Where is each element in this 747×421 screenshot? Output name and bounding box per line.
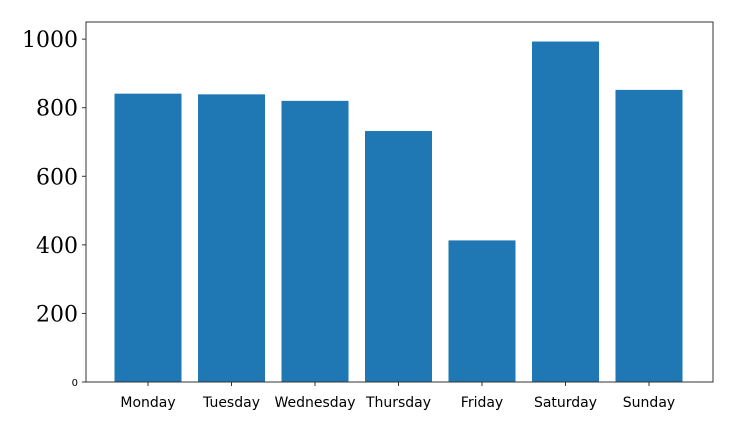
- y-tick-label: 600: [36, 165, 78, 190]
- y-tick-label: 1000: [22, 28, 78, 53]
- bars-group: [114, 41, 683, 383]
- bar-sunday: [615, 89, 683, 382]
- x-tick-label: Thursday: [365, 395, 431, 411]
- bar-friday: [448, 240, 516, 382]
- plot-frame: [85, 21, 714, 383]
- bar-tuesday: [198, 94, 265, 382]
- x-tick-label: Saturday: [534, 395, 597, 411]
- x-tick-label: Tuesday: [202, 395, 260, 411]
- bar-wednesday: [281, 100, 349, 383]
- y-tick-label: 0: [72, 378, 78, 389]
- y-axis: 0 200 400 600 800 1000: [22, 28, 86, 389]
- bar-saturday: [532, 41, 599, 382]
- x-axis: Monday Tuesday Wednesday Thursday Friday Satu…: [120, 382, 675, 411]
- bar-monday: [114, 93, 182, 382]
- x-tick-label: Friday: [461, 395, 503, 411]
- y-tick-label: 200: [36, 302, 78, 327]
- bar-thursday: [365, 131, 432, 382]
- x-tick-label: Wednesday: [274, 395, 355, 411]
- x-tick-label: Sunday: [623, 395, 675, 411]
- y-tick-label: 800: [36, 97, 78, 122]
- y-tick-label: 400: [36, 234, 78, 259]
- x-tick-label: Monday: [120, 395, 175, 411]
